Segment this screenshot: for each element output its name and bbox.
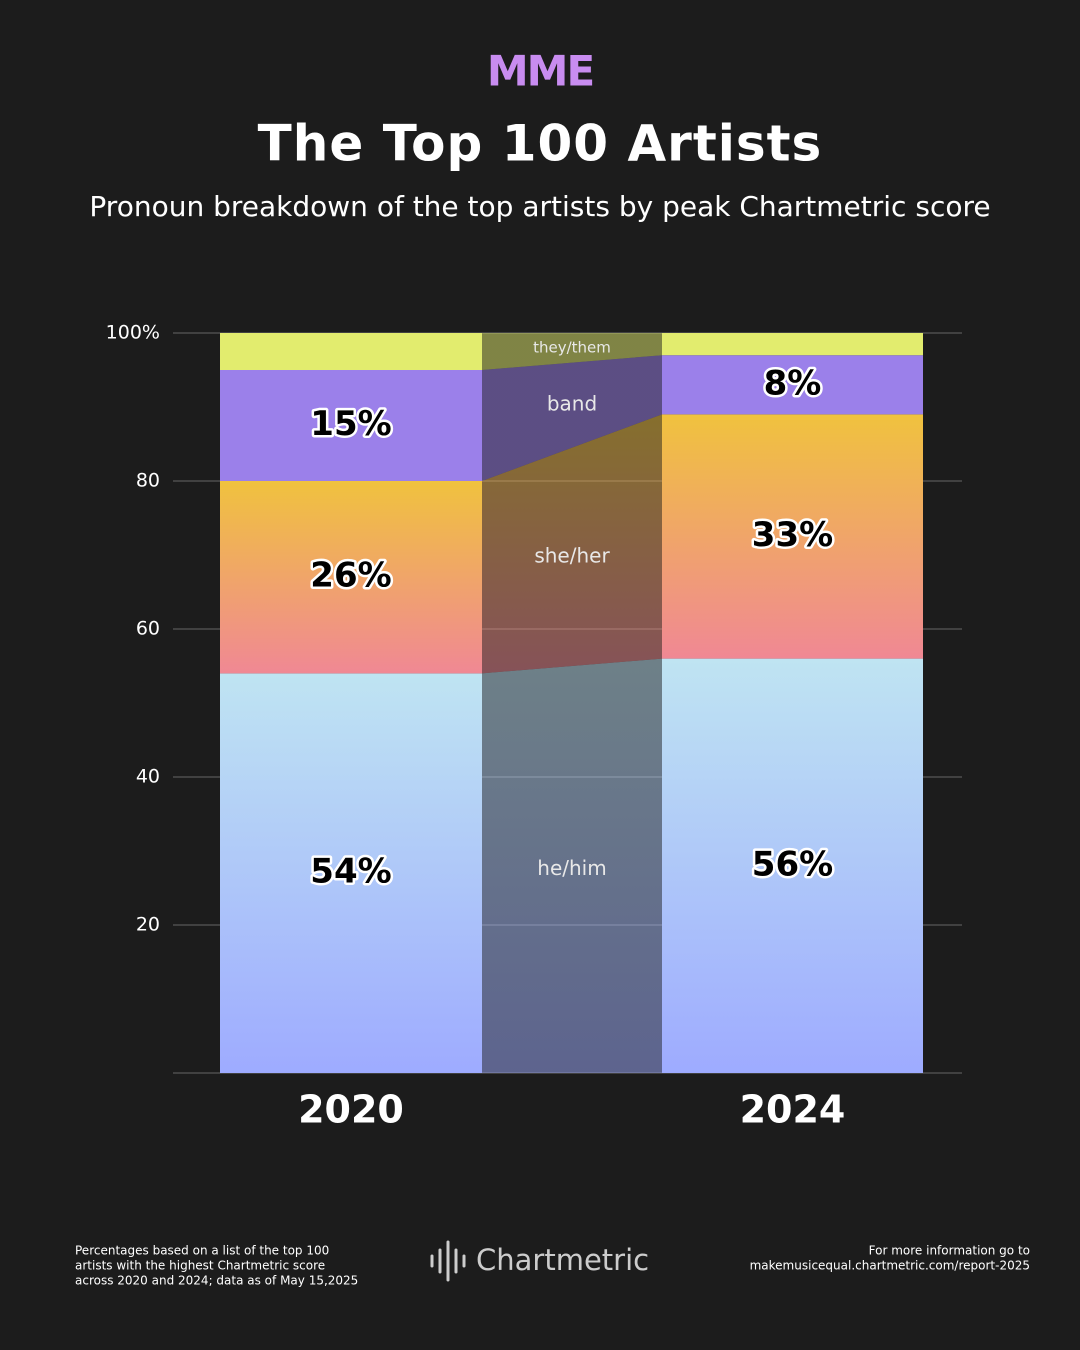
x-tick-label: 2020: [298, 1088, 404, 1132]
legend-label: he/him: [537, 856, 606, 880]
chart-title: The Top 100 Artists: [258, 115, 823, 173]
y-tick-label: 40: [136, 766, 160, 788]
y-tick-label: 100%: [106, 322, 160, 344]
legend-label: band: [547, 392, 597, 416]
legend-label: they/them: [533, 338, 611, 356]
y-tick-label: 60: [136, 618, 160, 640]
x-tick-label: 2024: [740, 1088, 846, 1132]
y-tick-label: 80: [136, 470, 160, 492]
footer-link: For more information go to: [869, 1244, 1030, 1258]
data-label: 33%: [752, 515, 833, 555]
bar-segment: [220, 370, 482, 481]
data-label: 8%: [764, 363, 822, 403]
chart-subtitle: Pronoun breakdown of the top artists by …: [89, 190, 990, 223]
bar-segment: [662, 658, 923, 1073]
footer-note: Percentages based on a list of the top 1…: [75, 1244, 329, 1258]
connector: [482, 658, 662, 1073]
plot: 20 40 60 80 100% he/him 54% 56% she/her 26% 33% ban…: [106, 322, 962, 1132]
footer-link: makemusicequal.chartmetric.com/report-20…: [750, 1259, 1030, 1273]
data-label: 26%: [310, 556, 391, 596]
footer-note: across 2020 and 2024; data as of May 15,…: [75, 1274, 358, 1288]
y-tick-label: 20: [136, 914, 160, 936]
bar-segment: [662, 414, 923, 659]
brand: Chartmetric: [476, 1243, 649, 1277]
bar-segment: [220, 673, 482, 1073]
bar-segment: [662, 355, 923, 415]
bar-segment: [220, 333, 482, 370]
data-label: 56%: [752, 844, 833, 884]
connector: [482, 414, 662, 674]
connector: [482, 333, 662, 370]
bar-segment: [220, 481, 482, 674]
connector: [482, 355, 662, 481]
data-label: 54%: [310, 852, 391, 892]
bar-segment: [662, 333, 923, 356]
logo: MME: [487, 47, 593, 96]
data-label: 15%: [310, 404, 391, 444]
footer-note: artists with the highest Chartmetric sco…: [75, 1259, 325, 1273]
brand-icon: [430, 1240, 466, 1282]
footer: Percentages based on a list of the top 1…: [75, 1240, 1030, 1288]
legend-label: she/her: [534, 543, 610, 567]
